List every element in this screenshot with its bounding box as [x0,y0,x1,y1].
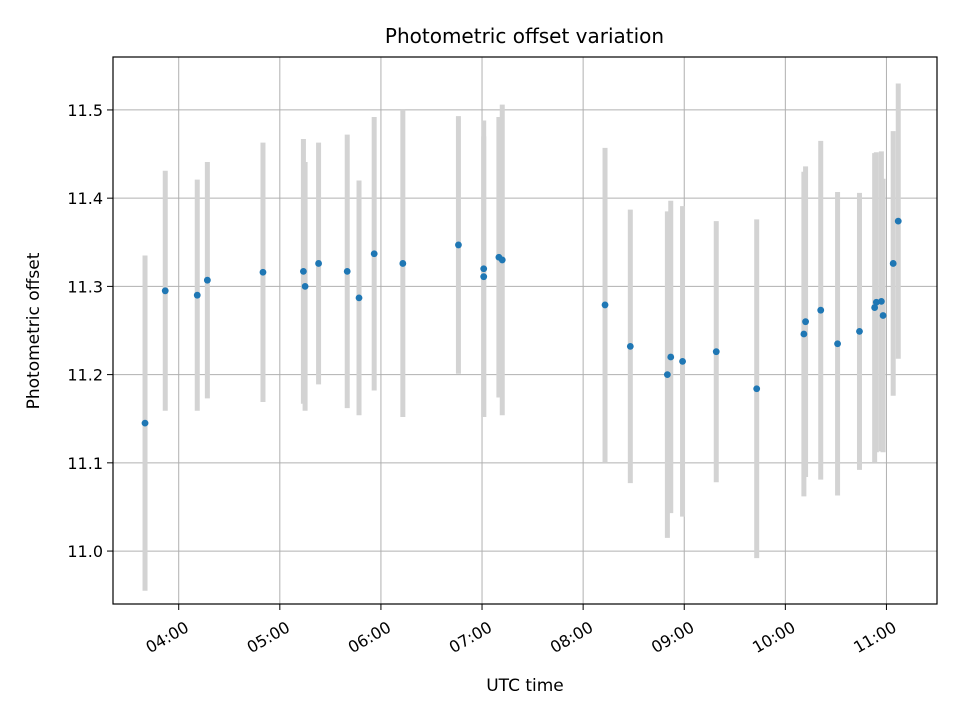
y-axis-label: Photometric offset [24,252,44,409]
data-point [601,301,609,309]
data-point [712,348,720,356]
data-point [894,217,902,225]
data-point [315,260,322,267]
data-point [343,267,351,275]
data-point [141,419,149,427]
data-point [259,268,267,276]
data-point [877,297,885,305]
data-point [663,371,671,379]
plot-area-frame [112,56,938,605]
data-point [834,340,841,348]
x-axis-label: UTC time [486,676,564,696]
data-point [817,306,825,314]
y-tick-label: 11.1 [67,454,103,473]
y-axis-ticks: 11.0 11.1 11.2 11.3 11.4 11.5 [67,101,113,561]
data-point [203,276,211,284]
data-point [455,241,462,249]
data-point [889,260,897,267]
y-tick-label: 11.3 [67,277,103,296]
data-point [802,318,809,326]
data-point [161,287,169,295]
y-tick-label: 11.5 [67,101,103,120]
data-point [879,312,887,319]
y-tick-label: 11.4 [67,189,103,208]
data-point [871,304,879,311]
y-tick-label: 11.2 [67,366,103,385]
data-point [800,330,808,338]
data-point [679,357,686,365]
data-point [626,342,634,350]
data-point [399,260,407,267]
data-point [355,294,363,302]
y-tick-label: 11.0 [67,542,103,561]
data-points [141,217,902,427]
data-point [300,267,307,275]
data-point [370,250,378,258]
data-point [856,327,863,335]
data-point [753,385,761,393]
data-point [872,298,880,306]
data-point [301,282,309,290]
data-point [667,353,675,361]
chart-title: Photometric offset variation [385,24,664,48]
grid [113,57,937,604]
data-point [480,273,488,281]
data-point [498,256,506,264]
data-point [480,265,488,273]
data-point [193,291,201,299]
